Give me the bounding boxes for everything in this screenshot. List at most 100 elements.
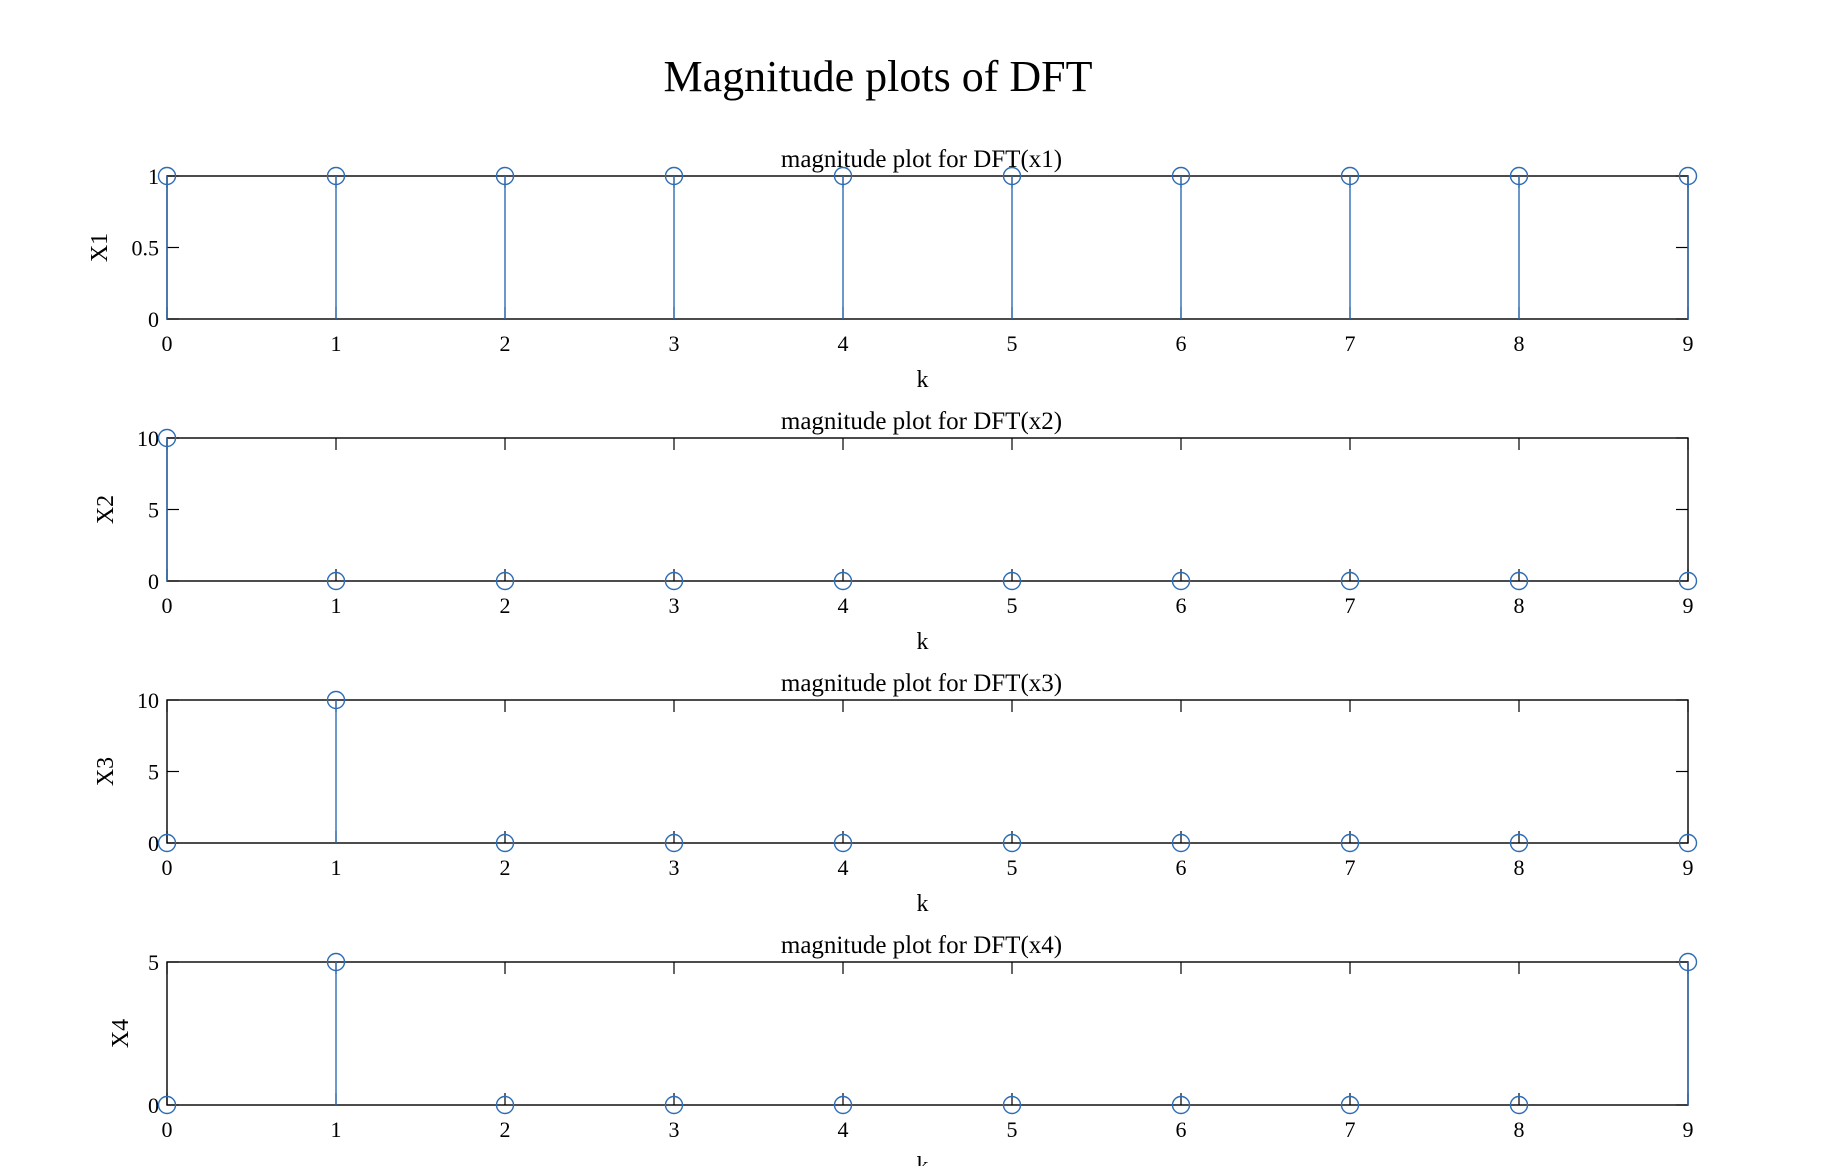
- x-tick-label: 4: [838, 1117, 849, 1142]
- y-axis-label: X1: [87, 233, 113, 262]
- x-tick-label: 5: [1007, 593, 1018, 618]
- y-axis-label: X3: [93, 757, 119, 786]
- x-tick-label: 8: [1514, 331, 1525, 356]
- x-tick-label: 8: [1514, 593, 1525, 618]
- y-axis-label: X4: [108, 1019, 134, 1048]
- y-tick-label: 5: [148, 950, 159, 975]
- x-tick-label: 9: [1683, 331, 1694, 356]
- x-tick-label: 4: [838, 331, 849, 356]
- y-tick-label: 5: [148, 498, 159, 523]
- stem-marker: [1340, 833, 1360, 853]
- stem-marker: [664, 833, 684, 853]
- stem-marker: [1340, 166, 1360, 186]
- y-tick-label: 1: [148, 164, 159, 189]
- stem-marker: [157, 1095, 177, 1115]
- stem-marker: [157, 833, 177, 853]
- stem-marker: [833, 833, 853, 853]
- stem-marker: [1509, 166, 1529, 186]
- x-tick-label: 0: [162, 1117, 173, 1142]
- x-tick-label: 2: [500, 331, 511, 356]
- x-tick-label: 0: [162, 331, 173, 356]
- stem-marker: [1678, 166, 1698, 186]
- figure-title: Magnitude plots of DFT: [664, 52, 1093, 101]
- x-tick-label: 6: [1176, 331, 1187, 356]
- stem-marker: [495, 166, 515, 186]
- stem-marker: [1509, 1095, 1529, 1115]
- subplot-panels: 0 1 2 3 4 5 6 7 8 9 0 0.5 1 magnitude plot for DFT(x1…: [87, 146, 1698, 1166]
- subplot-3: 0 1 2 3 4 5 6 7 8 9 0 5 10 magnitude plot for DFT(x3)…: [93, 670, 1698, 917]
- x-axis-label: k: [917, 891, 929, 917]
- axes-box: [166, 699, 1689, 844]
- y-tick-label: 0: [148, 831, 159, 856]
- stem-marker: [326, 952, 346, 972]
- stem-marker: [157, 428, 177, 448]
- x-tick-label: 9: [1683, 855, 1694, 880]
- y-tick-label: 0: [148, 569, 159, 594]
- x-tick-label: 7: [1345, 331, 1356, 356]
- x-tick-label: 0: [162, 593, 173, 618]
- y-axis-label: X2: [93, 495, 119, 524]
- x-tick-label: 8: [1514, 855, 1525, 880]
- x-tick-label: 3: [669, 593, 680, 618]
- subplot-title: magnitude plot for DFT(x1): [781, 146, 1062, 173]
- stem-marker: [495, 571, 515, 591]
- stem-marker: [1678, 571, 1698, 591]
- x-tick-label: 2: [500, 855, 511, 880]
- y-tick-label: 5: [148, 760, 159, 785]
- y-tick-label: 0.5: [132, 236, 160, 261]
- x-tick-label: 1: [331, 855, 342, 880]
- x-tick-label: 4: [838, 855, 849, 880]
- x-tick-label: 1: [331, 331, 342, 356]
- stem-marker: [1171, 166, 1191, 186]
- stem-marker: [1171, 571, 1191, 591]
- subplot-title: magnitude plot for DFT(x4): [781, 932, 1062, 959]
- x-tick-label: 3: [669, 855, 680, 880]
- x-tick-label: 9: [1683, 593, 1694, 618]
- x-tick-label: 6: [1176, 593, 1187, 618]
- stem-marker: [664, 1095, 684, 1115]
- x-axis-label: k: [917, 629, 929, 655]
- subplot-2: 0 1 2 3 4 5 6 7 8 9 0 5 10 magnitude plot for DFT(x2)…: [93, 408, 1698, 655]
- stem-marker: [1678, 833, 1698, 853]
- stem-marker: [326, 571, 346, 591]
- x-tick-label: 1: [331, 1117, 342, 1142]
- stem-marker: [495, 1095, 515, 1115]
- x-tick-label: 2: [500, 593, 511, 618]
- x-tick-label: 7: [1345, 1117, 1356, 1142]
- y-tick-label: 0: [148, 1093, 159, 1118]
- x-tick-label: 1: [331, 593, 342, 618]
- stem-marker: [833, 166, 853, 186]
- stem-marker: [833, 1095, 853, 1115]
- x-tick-label: 7: [1345, 855, 1356, 880]
- stem-marker: [1002, 166, 1022, 186]
- x-tick-label: 7: [1345, 593, 1356, 618]
- stem-marker: [1509, 571, 1529, 591]
- x-tick-label: 5: [1007, 331, 1018, 356]
- x-tick-label: 6: [1176, 1117, 1187, 1142]
- y-tick-label: 10: [137, 688, 159, 713]
- stem-marker: [664, 571, 684, 591]
- stem-marker: [1509, 833, 1529, 853]
- stem-marker: [1002, 833, 1022, 853]
- stem-marker: [833, 571, 853, 591]
- stem-marker: [326, 166, 346, 186]
- x-tick-label: 3: [669, 331, 680, 356]
- x-tick-label: 0: [162, 855, 173, 880]
- axes-box: [166, 961, 1689, 1106]
- x-tick-label: 6: [1176, 855, 1187, 880]
- stem-marker: [1678, 952, 1698, 972]
- x-tick-label: 5: [1007, 1117, 1018, 1142]
- x-tick-label: 8: [1514, 1117, 1525, 1142]
- stem-marker: [1171, 833, 1191, 853]
- subplot-title: magnitude plot for DFT(x2): [781, 408, 1062, 435]
- stem-marker: [1002, 1095, 1022, 1115]
- x-tick-label: 4: [838, 593, 849, 618]
- stem-marker: [157, 166, 177, 186]
- stem-marker: [326, 690, 346, 710]
- stem-marker: [1340, 571, 1360, 591]
- x-tick-label: 2: [500, 1117, 511, 1142]
- stem-marker: [1171, 1095, 1191, 1115]
- stem-marker: [1340, 1095, 1360, 1115]
- stem-marker: [495, 833, 515, 853]
